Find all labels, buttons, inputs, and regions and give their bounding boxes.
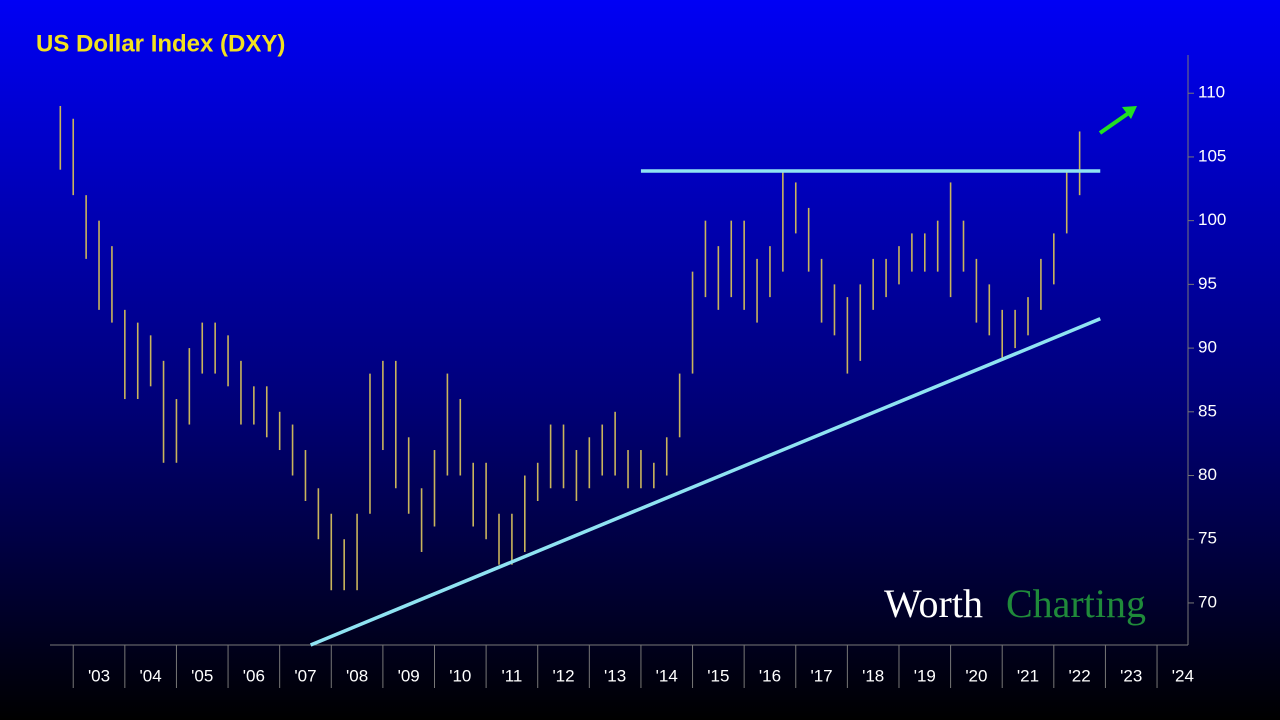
plot-area: '03 '04 '05 '06 '07 '08 '09 '10 '11 '12 '13 '14 '15 '… <box>50 55 1226 688</box>
y-tick-label: 90 <box>1198 338 1217 357</box>
y-tick-label: 80 <box>1198 465 1217 484</box>
x-tick-label: '24 <box>1172 666 1194 685</box>
x-tick-label: '05 <box>191 666 213 685</box>
y-tick-label: 105 <box>1198 146 1226 165</box>
x-tick-label: '08 <box>346 666 368 685</box>
x-tick-label: '03 <box>88 666 110 685</box>
x-tick-label: '06 <box>243 666 265 685</box>
arrow-head <box>1122 106 1137 119</box>
x-tick-label: '13 <box>604 666 626 685</box>
y-tick-label: 100 <box>1198 210 1226 229</box>
x-tick-label: '10 <box>449 666 471 685</box>
x-tick-label: '12 <box>552 666 574 685</box>
x-tick-label: '14 <box>656 666 678 685</box>
trend-line <box>309 317 1101 647</box>
y-tick-label: 75 <box>1198 529 1217 548</box>
x-tick-label: '18 <box>862 666 884 685</box>
y-tick-label: 95 <box>1198 274 1217 293</box>
x-tick-label: '11 <box>501 666 522 685</box>
x-tick-label: '20 <box>965 666 987 685</box>
x-tick-label: '15 <box>707 666 729 685</box>
y-tick-label: 85 <box>1198 401 1217 420</box>
y-tick-label: 110 <box>1198 83 1225 102</box>
y-tick-label: 70 <box>1198 592 1217 611</box>
x-tick-label: '19 <box>914 666 936 685</box>
x-tick-label: '17 <box>810 666 832 685</box>
watermark: Charting <box>1006 581 1146 626</box>
x-tick-label: '09 <box>398 666 420 685</box>
watermark: Worth <box>884 581 983 626</box>
x-tick-label: '16 <box>759 666 781 685</box>
x-tick-label: '21 <box>1017 666 1039 685</box>
x-tick-label: '23 <box>1120 666 1142 685</box>
chart-title: US Dollar Index (DXY) <box>36 30 285 57</box>
x-tick-label: '22 <box>1069 666 1091 685</box>
x-tick-label: '04 <box>140 666 162 685</box>
x-tick-label: '07 <box>294 666 316 685</box>
